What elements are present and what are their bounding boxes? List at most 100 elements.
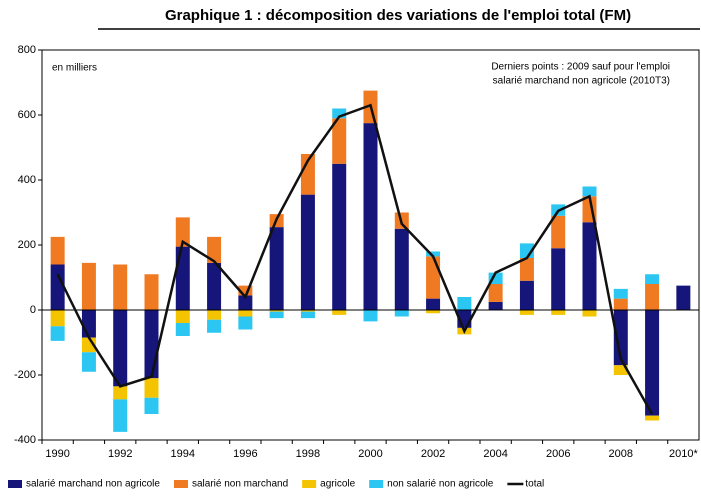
bar-segment [488,272,503,284]
bar-segment [207,310,222,320]
legend-label: total [525,479,544,490]
chart-title: Graphique 1 : décomposition des variatio… [165,7,631,24]
x-tick-label: 1990 [45,448,69,460]
bar-segment [519,280,534,310]
bar-segment [613,365,628,375]
bar-segment [113,264,128,310]
x-tick-label: 2000 [358,448,382,460]
bar-segment [269,311,284,319]
legend-label: non salarié non agricole [387,479,494,490]
bar-segment [81,352,96,372]
bar-segment [144,378,159,398]
bar-segment [207,319,222,333]
bar-segment [426,310,441,314]
bar-segment [50,264,65,310]
bar-segment [238,316,253,330]
bar-segment [645,274,660,284]
legend-swatch [302,480,317,488]
bar-segment [175,246,190,310]
bar-segment [300,310,315,312]
bar-segment [519,258,534,281]
bar-segment [645,284,660,310]
bar-segment [394,228,409,310]
x-tick-label: 2004 [483,448,507,460]
bar-segment [300,311,315,319]
x-tick-label: 1998 [296,448,320,460]
bar-segment [488,301,503,310]
bar-segment [144,310,159,379]
bar-segment [332,163,347,310]
bar-segment [363,310,378,322]
legend-swatch [173,480,188,488]
total-line [56,103,654,415]
bar-segment [426,256,441,299]
bar-segment [175,217,190,247]
y-tick-label: 400 [18,174,36,186]
bar-segment [50,236,65,265]
bar-segment [238,295,253,310]
bar-segment [144,397,159,414]
y-tick-label: -400 [14,434,36,446]
y-tick-label: 200 [18,239,36,251]
y-tick-label: 0 [30,304,36,316]
bar-segment [488,284,503,302]
bar-segment [519,310,534,315]
x-tick-label: 1992 [108,448,132,460]
x-tick-label: 1994 [171,448,195,460]
bar-segment [175,310,190,323]
bar-segment [113,386,128,400]
bar-segment [207,236,222,263]
bar-segment [300,154,315,195]
bar-segment [113,310,128,387]
x-tick-label: 2010* [669,448,698,460]
bar-segment [269,227,284,310]
legend-label: agricole [320,479,355,490]
bar-segment [645,415,660,421]
x-tick-label: 1996 [233,448,257,460]
legend-label: salarié non marchand [192,479,288,490]
bar-segment [269,310,284,312]
bar-segment [332,108,347,119]
bar-segment [175,323,190,336]
y-tick-label: 800 [18,44,36,56]
annotation: salarié marchand non agricole (2010T3) [493,76,670,87]
bar-segment [300,194,315,310]
bar-segment [457,297,472,310]
bar-segment [332,310,347,315]
bar-segment [238,285,253,296]
bar-segment [582,222,597,310]
bar-segment [551,310,566,315]
legend-swatch [8,480,22,488]
bar-segment [81,262,96,310]
bar-segment [238,310,253,317]
bar-segment [582,310,597,317]
x-tick-label: 2002 [421,448,445,460]
bar-segment [551,248,566,310]
annotation: en milliers [52,63,97,74]
bar-segment [613,298,628,310]
bar-segment [613,310,628,366]
bar-segment [645,310,660,416]
legend-swatch [369,480,384,488]
bar-segment [613,288,628,299]
bar-segment [676,285,691,310]
bar-segment [81,310,96,338]
bar-segment [50,326,65,341]
bar-segment [551,215,566,249]
y-tick-label: -200 [14,369,36,381]
bar-segment [113,399,128,432]
bar-segment [144,274,159,310]
bar-segment [332,118,347,164]
x-tick-label: 2006 [546,448,570,460]
bar-segment [426,251,441,257]
bar-segment [394,310,409,317]
y-tick-label: 600 [18,109,36,121]
bar-segment [50,310,65,327]
bar-segment [363,123,378,310]
bar-segment [207,262,222,310]
bar-segment [426,298,441,310]
legend-label: salarié marchand non agricole [26,479,160,490]
x-tick-label: 2008 [609,448,633,460]
bar-segment [582,186,597,197]
